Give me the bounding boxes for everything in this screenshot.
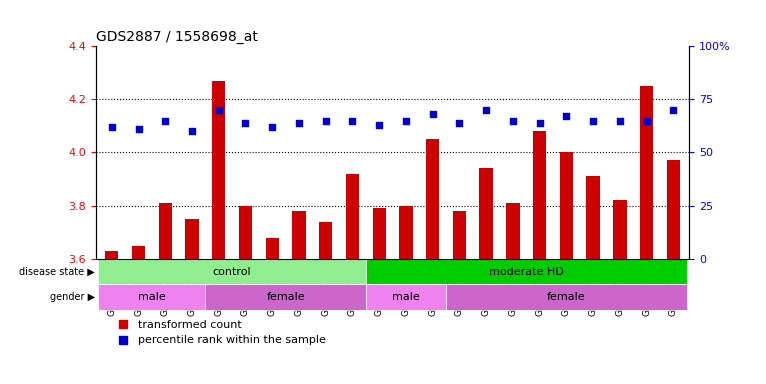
Bar bbox=[345, 174, 359, 259]
Point bbox=[373, 122, 385, 128]
FancyBboxPatch shape bbox=[366, 284, 446, 310]
Point bbox=[534, 119, 546, 126]
Bar bbox=[560, 152, 573, 259]
Text: control: control bbox=[213, 266, 251, 276]
Bar bbox=[587, 176, 600, 259]
Bar bbox=[640, 86, 653, 259]
Point bbox=[507, 118, 519, 124]
FancyBboxPatch shape bbox=[98, 259, 366, 284]
FancyBboxPatch shape bbox=[205, 284, 366, 310]
Point bbox=[480, 107, 493, 113]
Point bbox=[186, 128, 198, 134]
Point bbox=[133, 126, 145, 132]
Point bbox=[400, 118, 412, 124]
Point bbox=[159, 118, 172, 124]
Point bbox=[239, 119, 251, 126]
Point bbox=[614, 118, 626, 124]
Bar bbox=[506, 203, 519, 259]
Text: female: female bbox=[267, 292, 305, 302]
Point bbox=[427, 111, 439, 117]
Point bbox=[213, 107, 225, 113]
Bar bbox=[666, 161, 680, 259]
Bar bbox=[426, 139, 440, 259]
Bar bbox=[319, 222, 332, 259]
Bar bbox=[212, 81, 225, 259]
FancyBboxPatch shape bbox=[98, 284, 205, 310]
Text: male: male bbox=[392, 292, 420, 302]
Point bbox=[319, 118, 332, 124]
Point bbox=[106, 124, 118, 130]
Text: moderate HD: moderate HD bbox=[489, 266, 564, 276]
Point bbox=[640, 118, 653, 124]
Bar bbox=[159, 203, 172, 259]
Point bbox=[346, 118, 358, 124]
Text: gender ▶: gender ▶ bbox=[50, 292, 95, 302]
Bar bbox=[480, 169, 493, 259]
Legend: transformed count, percentile rank within the sample: transformed count, percentile rank withi… bbox=[113, 315, 330, 350]
Bar bbox=[132, 245, 146, 259]
Bar bbox=[453, 211, 466, 259]
Bar bbox=[399, 205, 413, 259]
Bar bbox=[293, 211, 306, 259]
Point bbox=[293, 119, 305, 126]
Bar bbox=[533, 131, 546, 259]
FancyBboxPatch shape bbox=[366, 259, 687, 284]
Text: disease state ▶: disease state ▶ bbox=[19, 266, 95, 276]
Bar bbox=[372, 208, 386, 259]
Bar bbox=[185, 219, 198, 259]
Point bbox=[587, 118, 599, 124]
Text: female: female bbox=[547, 292, 586, 302]
Bar bbox=[105, 251, 119, 259]
Text: male: male bbox=[138, 292, 165, 302]
Point bbox=[560, 113, 572, 119]
Bar bbox=[239, 205, 252, 259]
Point bbox=[453, 119, 466, 126]
FancyBboxPatch shape bbox=[446, 284, 687, 310]
Bar bbox=[266, 238, 279, 259]
Point bbox=[266, 124, 278, 130]
Text: GDS2887 / 1558698_at: GDS2887 / 1558698_at bbox=[96, 30, 257, 44]
Bar bbox=[614, 200, 627, 259]
Point bbox=[667, 107, 679, 113]
